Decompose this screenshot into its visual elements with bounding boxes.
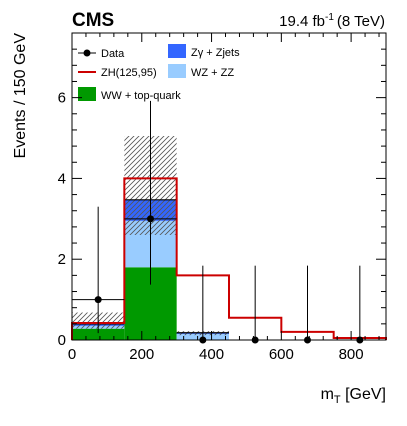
lumi-energy: (8 TeV) xyxy=(337,13,385,30)
legend: Data Zγ + Zjets ZH(125,95) WZ + ZZ WW + top-… xyxy=(78,44,240,102)
x-tick-label: 400 xyxy=(199,346,224,363)
axes: 0 200 400 600 800 0 2 4 6 xyxy=(58,32,386,363)
plot-frame xyxy=(71,32,387,341)
y-tick-label: 2 xyxy=(58,251,66,268)
y-tick-label: 4 xyxy=(58,170,66,187)
y-axis-label: Events / 150 GeV xyxy=(12,33,29,159)
lumi-exponent: -1 xyxy=(325,12,334,23)
legend-label: Data xyxy=(101,48,125,60)
legend-label: WW + top-quark xyxy=(101,90,181,102)
x-axis-label-main: m xyxy=(321,386,334,403)
plot-area xyxy=(71,100,387,344)
y-tick-label: 0 xyxy=(58,332,66,349)
x-axis-label-sub: T xyxy=(334,394,341,406)
x-axis-label-unit: [GeV] xyxy=(341,386,386,403)
legend-label: Zγ + Zjets xyxy=(191,47,240,59)
legend-data-marker xyxy=(83,49,91,57)
legend-label: WZ + ZZ xyxy=(191,67,234,79)
x-tick-label: 0 xyxy=(68,346,76,363)
stack-bar xyxy=(72,328,125,340)
legend-label: ZH(125,95) xyxy=(101,67,157,79)
legend-fill-swatch xyxy=(168,64,186,78)
data-point xyxy=(94,296,102,304)
x-tick-label: 800 xyxy=(339,346,364,363)
experiment-label: CMS xyxy=(72,10,114,31)
legend-fill-swatch xyxy=(78,87,96,101)
x-axis-label: mT [GeV] xyxy=(321,386,386,406)
y-tick-label: 6 xyxy=(58,90,66,107)
signal-histogram xyxy=(71,177,387,340)
legend-fill-swatch xyxy=(168,44,186,58)
data-point xyxy=(147,215,154,223)
lumi-value: 19.4 fb xyxy=(279,13,325,30)
x-tick-label: 200 xyxy=(129,346,154,363)
x-tick-label: 600 xyxy=(269,346,294,363)
luminosity-label: 19.4 fb-1 (8 TeV) xyxy=(279,12,385,30)
